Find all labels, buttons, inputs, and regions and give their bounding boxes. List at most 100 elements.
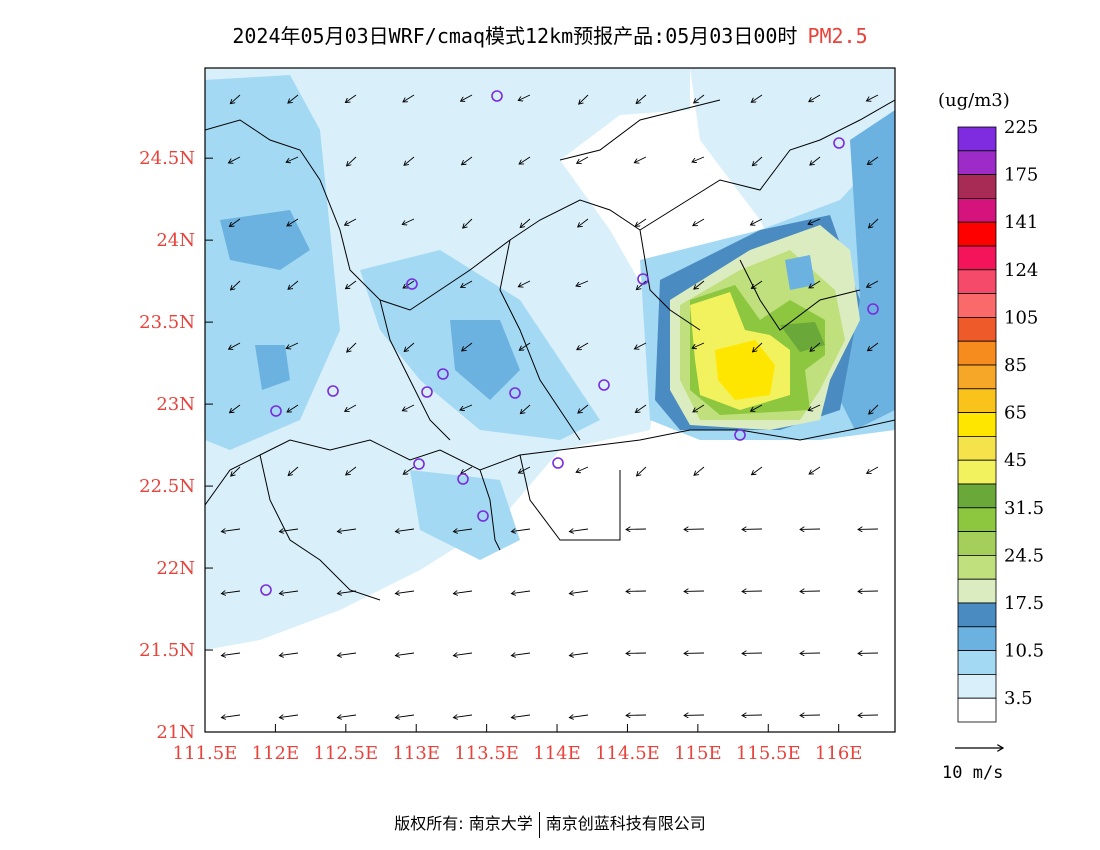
plot-frame: [204, 67, 896, 733]
wind-arrow: [286, 342, 299, 348]
wind-arrow: [694, 466, 705, 475]
colorbar-segment: [957, 126, 997, 152]
wind-arrow: [869, 404, 879, 414]
lon-tick-label: 114E: [533, 743, 581, 764]
colorbar-segment: [957, 316, 997, 342]
wind-arrow: [288, 466, 299, 476]
wind-arrow: [231, 280, 241, 290]
colorbar-label: 31.5: [1004, 498, 1044, 519]
wind-arrow: [576, 280, 589, 286]
wind-vectors: [221, 94, 879, 718]
colorbar-label: 124: [1004, 260, 1038, 281]
wind-arrow: [403, 280, 415, 288]
station-marker: [833, 137, 845, 149]
colorbar-label: 85: [1004, 355, 1027, 376]
lon-tick-label: 113E: [392, 743, 440, 764]
colorbar-segment: [957, 388, 997, 413]
wind-arrow: [635, 218, 647, 226]
wind-arrow: [520, 218, 531, 228]
wind-arrow: [867, 156, 879, 165]
station-marker: [867, 303, 879, 315]
colorbar-segment: [957, 221, 997, 247]
colorbar-segment: [957, 483, 997, 509]
copyright-footer: 版权所有: 南京大学 南京创蓝科技有限公司: [0, 810, 1100, 838]
lat-tick-label: 22.5N: [139, 476, 195, 497]
lon-tick-label: 112.5E: [313, 743, 378, 764]
wind-arrow: [279, 715, 299, 718]
wind-arrow: [345, 404, 357, 411]
lon-tick-label: 111.5E: [173, 743, 238, 764]
lon-tick-label: 113.5E: [454, 743, 519, 764]
wind-arrow: [634, 156, 647, 163]
latitude-axis: 24.5N 24N 23.5N 23N 22.5N 22N 21.5N 21N: [139, 148, 213, 743]
wind-arrow: [808, 404, 821, 410]
wind-arrow: [221, 653, 241, 656]
colorbar-label: 17.5: [1004, 593, 1044, 614]
wind-arrow: [810, 156, 821, 165]
wind-arrow: [346, 280, 357, 289]
wind-arrow: [347, 156, 357, 166]
lat-tick-label: 21.5N: [139, 640, 195, 661]
lat-tick-label: 24.5N: [139, 148, 195, 169]
station-marker: [413, 458, 425, 470]
colorbar-segment: [957, 674, 997, 699]
lat-tick-label: 21N: [156, 722, 195, 743]
wind-arrow: [337, 653, 357, 656]
wind-arrow: [345, 218, 357, 225]
lon-tick-label: 116E: [815, 743, 863, 764]
station-marker: [477, 510, 489, 522]
wind-arrow: [346, 466, 357, 475]
wind-arrow: [287, 404, 299, 412]
wind-arrow: [635, 404, 647, 413]
wind-arrow: [404, 342, 415, 352]
lat-tick-label: 24N: [156, 230, 195, 251]
wind-arrow: [577, 342, 589, 350]
colorbar-segment: [957, 697, 997, 723]
wind-arrow: [518, 466, 531, 473]
wind-arrow: [750, 218, 763, 225]
wind-arrow: [230, 404, 241, 413]
lat-tick-label: 23N: [156, 394, 195, 415]
wind-arrow: [810, 342, 821, 351]
wind-arrow: [577, 156, 589, 163]
wind-arrow: [395, 591, 415, 594]
colorbar-segment: [957, 197, 997, 223]
wind-arrow: [751, 94, 763, 102]
colorbar-segment: [957, 364, 997, 390]
colorbar-segment: [957, 150, 997, 176]
wind-arrow: [395, 529, 415, 532]
wind-arrow: [453, 653, 473, 656]
wind-arrow: [867, 280, 879, 287]
footer-right: 南京创蓝科技有限公司: [545, 814, 706, 833]
wind-arrow: [461, 466, 473, 474]
station-marker: [491, 90, 503, 102]
wind-arrow: [404, 156, 415, 165]
wind-arrow: [461, 280, 473, 287]
colorbar-segment: [957, 269, 997, 294]
wind-arrow: [519, 156, 531, 164]
colorbar-segment: [957, 174, 997, 199]
colorbar-segment: [957, 412, 997, 437]
station-marker: [270, 405, 282, 417]
wind-arrow: [751, 280, 763, 289]
concentration-field: [205, 68, 895, 732]
lon-tick-label: 115.5E: [736, 743, 801, 764]
wind-arrow: [694, 94, 705, 103]
wind-arrow: [636, 94, 647, 104]
wind-arrow: [337, 529, 357, 532]
title-variable: PM2.5: [807, 24, 868, 48]
wind-arrow: [809, 94, 821, 102]
wind-arrow: [403, 466, 415, 474]
wind-arrow: [636, 280, 647, 290]
station-marker: [260, 584, 272, 596]
wind-arrow: [221, 529, 241, 532]
wind-arrow: [279, 653, 299, 656]
wind-arrow: [869, 218, 879, 228]
wind-arrow: [402, 404, 415, 411]
station-markers: [260, 90, 879, 596]
colorbar-segment: [957, 531, 997, 556]
station-marker: [437, 368, 449, 380]
wind-arrow: [461, 94, 473, 101]
station-marker: [406, 278, 418, 290]
station-marker: [598, 379, 610, 391]
